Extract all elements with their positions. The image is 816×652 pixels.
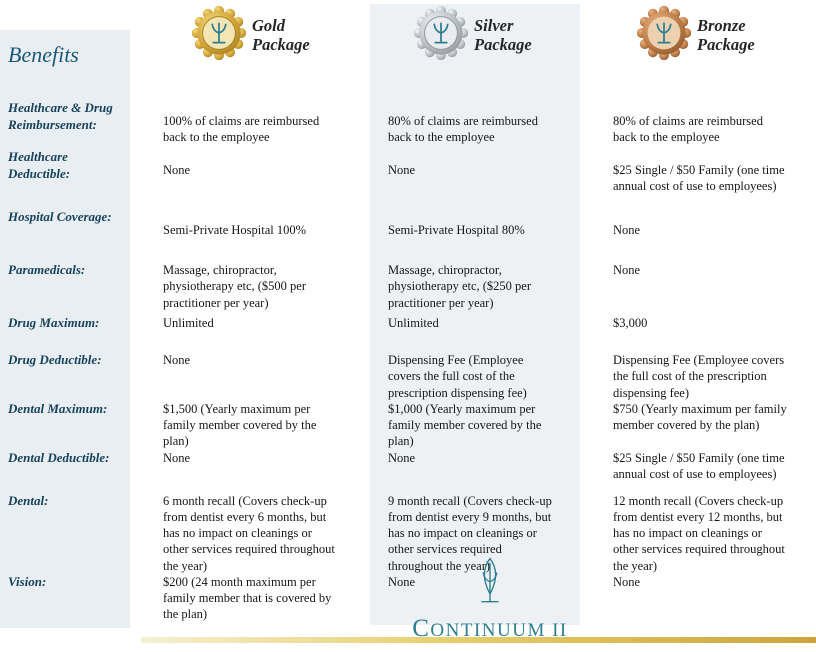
gold-value: Massage, chiropractor, physiotherapy etc… <box>163 263 307 310</box>
row-label: Drug Deductible: <box>8 352 102 367</box>
row-label: Vision: <box>8 573 47 589</box>
row-label: Paramedicals: <box>8 262 86 277</box>
continuum-logo: CONTINUUM II <box>385 556 595 643</box>
silver-value: None <box>388 450 416 465</box>
bronze-medal-icon <box>636 5 692 65</box>
row-label: Healthcare & Drug Reimbursement: <box>8 100 113 132</box>
bronze-value: $25 Single / $50 Family (one time annual… <box>613 450 785 481</box>
row-label: Dental: <box>8 492 49 508</box>
silver-value: Unlimited <box>388 316 439 330</box>
bronze-value: None <box>613 263 641 277</box>
silver-value: None <box>388 574 416 589</box>
bronze-value: 12 month recall (Covers check-up from de… <box>613 493 785 573</box>
silver-value: Massage, chiropractor, physiotherapy etc… <box>388 263 532 310</box>
row-label: Drug Maximum: <box>8 315 100 330</box>
gold-value: 6 month recall (Covers check-up from den… <box>163 493 335 573</box>
row-label: Dental Maximum: <box>8 400 108 416</box>
bronze-value: None <box>613 574 641 589</box>
continuum-wordmark: CONTINUUM II <box>412 615 568 642</box>
row-label: Dental Deductible: <box>8 449 110 465</box>
bronze-value: $25 Single / $50 Family (one time annual… <box>613 163 785 194</box>
bronze-value: Dispensing Fee (Employee covers the full… <box>613 353 785 400</box>
benefits-panel <box>0 30 130 628</box>
gold-value: None <box>163 353 191 367</box>
gold-value: None <box>163 163 191 177</box>
silver-value: Semi-Private Hospital 80% <box>388 223 525 237</box>
silver-value: 9 month recall (Covers check-up from den… <box>388 493 552 573</box>
bronze-value: None <box>613 223 641 237</box>
bronze-package-header: Bronze Package <box>580 0 816 100</box>
benefits-title: Benefits <box>8 42 79 67</box>
gold-value: $200 (24 month maximum per family member… <box>163 574 332 622</box>
silver-value: 80% of claims are reimbursed back to the… <box>388 114 538 145</box>
gold-medal-icon <box>191 5 247 65</box>
gold-value: 100% of claims are reimbursed back to th… <box>163 114 320 145</box>
silver-value: $1,000 (Yearly maximum per family member… <box>388 401 542 449</box>
gold-package-header: Gold Package <box>130 0 370 100</box>
silver-package-title: Silver Package <box>474 16 532 55</box>
accent-bar <box>141 637 816 643</box>
gold-value: Semi-Private Hospital 100% <box>163 223 307 237</box>
silver-package-header: Silver Package <box>370 0 580 100</box>
gold-value: None <box>163 450 191 465</box>
row-label: Healthcare Deductible: <box>8 149 71 181</box>
silver-medal-icon <box>413 5 469 65</box>
gold-value: $1,500 (Yearly maximum per family member… <box>163 401 317 449</box>
continuum-leaf-icon <box>471 557 509 610</box>
silver-value: None <box>388 163 416 177</box>
silver-column-highlight <box>370 4 580 625</box>
gold-package-title: Gold Package <box>252 16 310 55</box>
bronze-value: $750 (Yearly maximum per family member c… <box>613 401 787 432</box>
benefits-comparison-table: Benefits <box>8 0 816 622</box>
bronze-value: 80% of claims are reimbursed back to the… <box>613 114 763 145</box>
bronze-value: $3,000 <box>613 316 648 330</box>
bronze-package-title: Bronze Package <box>697 16 755 55</box>
gold-value: Unlimited <box>163 316 214 330</box>
row-label: Hospital Coverage: <box>8 209 112 224</box>
silver-value: Dispensing Fee (Employee covers the full… <box>388 353 527 400</box>
